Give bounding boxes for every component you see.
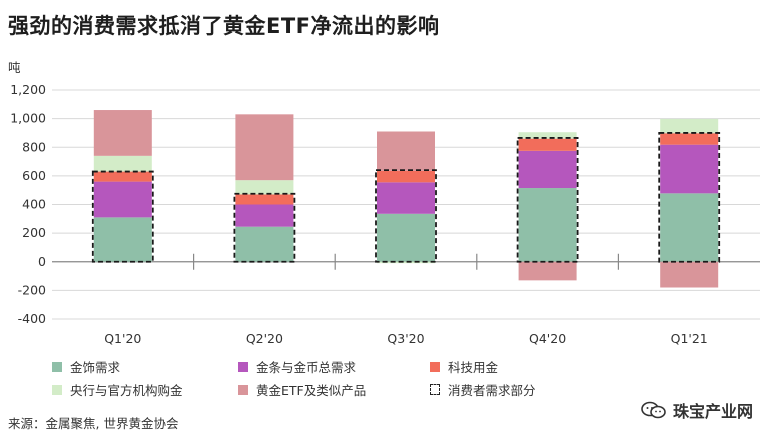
- legend-label: 央行与官方机构购金: [70, 383, 183, 398]
- y-tick-label: 1,200: [10, 82, 46, 97]
- bar-segment: [660, 261, 719, 288]
- legend-label: 科技用金: [448, 360, 499, 375]
- legend-item: 央行与官方机构购金: [52, 380, 183, 399]
- legend-swatch: [52, 384, 62, 395]
- bar-segment: [377, 170, 435, 183]
- bar-segment: [93, 110, 152, 156]
- legend-label: 消费者需求部分: [448, 383, 536, 398]
- bar-segment: [518, 261, 577, 281]
- bar-segment: [518, 138, 577, 151]
- consumer-demand-outlines: [91, 132, 721, 263]
- bar-segment: [660, 118, 719, 134]
- y-tick-label: -400: [18, 311, 46, 326]
- x-axis: Q1'20 Q2'20 Q3'20 Q4'20 Q1'21: [104, 253, 708, 346]
- consumer-demand-outline: [658, 132, 721, 263]
- bar-segment: [235, 114, 294, 181]
- x-tick-label: Q1'20: [104, 331, 141, 346]
- y-tick-label: -200: [18, 282, 46, 297]
- bar-segment: [377, 261, 435, 264]
- consumer-demand-outline: [516, 137, 579, 263]
- bar-segment: [235, 204, 294, 227]
- wechat-icon: [641, 401, 667, 419]
- bar-segment: [93, 171, 152, 182]
- y-tick-label: 1,000: [10, 111, 46, 126]
- legend-item: 黄金ETF及类似产品: [238, 380, 366, 399]
- bar-segment: [660, 193, 719, 262]
- y-tick-label: 200: [22, 225, 46, 240]
- bar-segment: [93, 181, 152, 218]
- bar-segment: [377, 131, 435, 171]
- x-tick-label: Q3'20: [387, 331, 424, 346]
- y-axis-label: 吨: [8, 60, 21, 75]
- consumer-demand-outline: [91, 170, 154, 263]
- bars: [93, 110, 719, 288]
- bar-segment: [660, 133, 719, 145]
- consumer-demand-outline: [375, 169, 437, 263]
- bar-segment: [93, 217, 152, 262]
- bar-segment: [93, 155, 152, 172]
- y-axis-ticks: -400 -200 0 200 400 600 800 1,000 1,200: [10, 82, 46, 326]
- x-tick-label: Q2'20: [246, 331, 283, 346]
- legend-label: 金条与金币总需求: [256, 360, 357, 375]
- y-tick-label: 800: [22, 139, 46, 154]
- source-note: 来源：金属聚焦, 世界黄金协会: [8, 416, 179, 431]
- bar-segment: [377, 213, 435, 262]
- bar-segment: [235, 226, 294, 262]
- x-tick-label: Q4'20: [529, 331, 566, 346]
- bar-segment: [660, 144, 719, 194]
- y-tick-label: 400: [22, 197, 46, 212]
- x-tick-label: Q1'21: [671, 331, 708, 346]
- legend-item: 金条与金币总需求: [238, 357, 356, 376]
- legend-label: 金饰需求: [70, 360, 121, 375]
- bar-segment: [518, 132, 577, 139]
- legend-item: 金饰需求: [52, 357, 120, 376]
- watermark: 珠宝产业网: [641, 398, 753, 422]
- legend-label: 黄金ETF及类似产品: [256, 383, 367, 398]
- legend-swatch: [52, 361, 62, 372]
- bar-segment: [518, 188, 577, 262]
- legend-bracket: [430, 384, 440, 395]
- legend-swatch: [238, 384, 248, 395]
- y-tick-label: 0: [38, 254, 46, 269]
- bar-segment: [377, 182, 435, 214]
- bar-segment: [235, 194, 294, 205]
- legend-swatch: [238, 361, 248, 372]
- bar-segment: [235, 180, 294, 195]
- legend-item: 消费者需求部分: [430, 380, 536, 399]
- legend-swatch: [430, 361, 440, 372]
- chart-title: 强劲的消费需求抵消了黄金ETF净流出的影响: [8, 14, 440, 38]
- legend-item: 科技用金: [430, 357, 498, 376]
- bar-segment: [518, 150, 577, 189]
- watermark-text: 珠宝产业网: [672, 402, 753, 421]
- y-tick-label: 600: [22, 168, 46, 183]
